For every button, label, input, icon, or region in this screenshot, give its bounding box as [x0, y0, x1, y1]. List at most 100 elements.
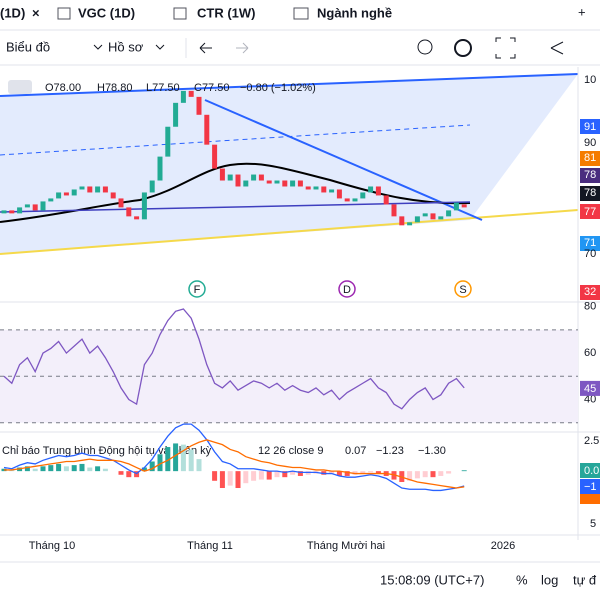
candle [71, 189, 77, 196]
clock: 15:08:09 (UTC+7) [380, 572, 484, 587]
candle [422, 213, 428, 217]
macd-hist-bar [251, 471, 257, 481]
x-label: Tháng Mười hai [307, 540, 385, 552]
legend-change: −0.80 (−1.02%) [240, 82, 316, 94]
rsi-badge [580, 380, 600, 396]
candle [438, 216, 444, 220]
price-label: 78 [584, 187, 596, 199]
settings[interactable] [454, 39, 472, 57]
macd-hist-bar [126, 471, 132, 478]
auto-toggle[interactable]: tự đ [573, 572, 597, 587]
candle [461, 204, 467, 208]
tab[interactable]: VGC (1D) [78, 5, 135, 20]
candle [329, 189, 335, 193]
macd-hist-bar [422, 471, 428, 478]
macd-hist-bar [118, 471, 124, 475]
legend-low: L77.50 [146, 82, 180, 94]
macd-hist-bar [63, 466, 69, 472]
event-marker[interactable] [188, 280, 206, 298]
price-badge [580, 204, 600, 219]
candle [79, 186, 85, 190]
price-label: 81 [584, 152, 596, 164]
candle [219, 168, 225, 181]
candle [321, 186, 327, 193]
tab[interactable]: (1D) [0, 5, 25, 20]
channel-line [0, 124, 471, 156]
macd-hist-bar [180, 444, 186, 472]
tab-close[interactable]: × [32, 5, 40, 20]
log-toggle[interactable]: log [541, 572, 558, 587]
legend-close: C77.50 [194, 82, 229, 94]
tab[interactable]: CTR (1W) [197, 5, 256, 20]
price-label: 77 [584, 206, 596, 218]
candle [118, 198, 124, 208]
undo[interactable] [199, 42, 212, 54]
collapse-button[interactable] [8, 80, 32, 94]
candle [453, 202, 459, 211]
candle [227, 174, 233, 181]
macd-hist-bar [196, 459, 202, 472]
tab-icon [293, 7, 309, 20]
macd-hist-bar [336, 471, 342, 476]
candle [344, 198, 350, 202]
macd-line [4, 439, 465, 489]
price-badge [580, 236, 600, 251]
event-marker[interactable] [454, 280, 472, 298]
candle [188, 90, 194, 97]
candle [17, 207, 23, 214]
macd-hist-bar [375, 471, 381, 474]
percent-toggle[interactable]: % [516, 572, 528, 587]
fullscreen[interactable] [495, 37, 516, 59]
redo[interactable] [236, 42, 249, 54]
candle [258, 174, 264, 181]
macd-params: 12 26 close 9 [258, 445, 323, 457]
price-label: 32 [584, 286, 596, 298]
profile-menu[interactable]: Hồ sơ [108, 39, 144, 54]
candle [165, 126, 171, 157]
candle [24, 204, 30, 208]
x-label: Tháng 10 [29, 540, 75, 552]
rsi-current: 45 [584, 383, 596, 395]
macd-badge [580, 479, 600, 494]
candle [157, 156, 163, 181]
macd-hist-bar [243, 471, 249, 484]
add-tab[interactable]: + [578, 4, 586, 19]
price-badge [580, 168, 600, 183]
macd-hist-bar [173, 443, 179, 472]
candle [95, 186, 101, 193]
candle [368, 186, 374, 193]
candle [102, 186, 108, 193]
legend-high: H78.80 [97, 82, 132, 94]
share[interactable] [550, 41, 564, 55]
dropdown-arrows [93, 44, 165, 50]
tab[interactable]: Ngành nghề [317, 5, 392, 20]
price-label: 71 [584, 237, 596, 249]
candle [430, 213, 436, 220]
price-badge [580, 119, 600, 134]
macd-hist-bar [227, 471, 233, 486]
price-badge [580, 151, 600, 166]
macd-hist-bar [407, 471, 413, 481]
tab-icon [57, 7, 71, 20]
candle [251, 174, 257, 181]
price-label: 90 [584, 137, 596, 149]
chart-menu[interactable]: Biểu đồ [6, 39, 50, 54]
event-marker[interactable] [338, 280, 356, 298]
candle [134, 216, 140, 220]
macd-hist-bar [368, 471, 374, 473]
macd-hist-bar [360, 471, 366, 474]
candle [383, 195, 389, 205]
candle [235, 174, 241, 187]
candle [282, 180, 288, 187]
candle [336, 189, 342, 199]
price-label: 70 [584, 248, 596, 260]
macd-hist-bar [188, 449, 194, 472]
macd-hist-bar [219, 471, 225, 489]
price-label: 78 [584, 169, 596, 181]
candle [212, 144, 218, 169]
candle [360, 192, 366, 199]
indicator-icon[interactable] [417, 39, 433, 55]
macd-hist-bar [446, 471, 452, 474]
